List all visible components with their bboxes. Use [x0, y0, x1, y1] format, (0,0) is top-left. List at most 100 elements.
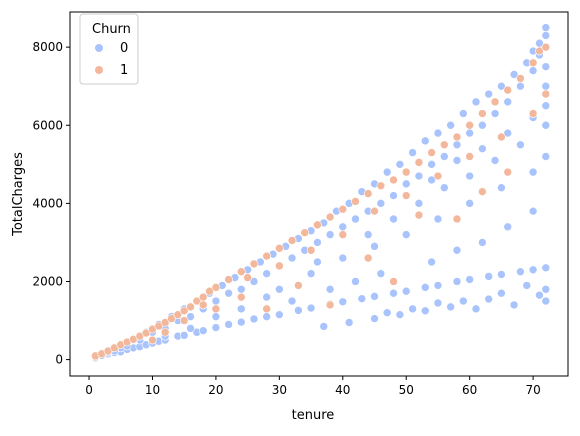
data-point-churn-1 [160, 327, 170, 337]
data-point-churn-0 [541, 81, 551, 91]
data-point-churn-1 [275, 261, 284, 271]
y-tick-label: 8000 [32, 40, 63, 54]
legend-label-1: 1 [120, 63, 128, 78]
data-point-churn-1 [287, 236, 297, 245]
data-point-churn-0 [439, 183, 449, 193]
data-point-churn-1 [338, 204, 348, 214]
plot-frame [69, 11, 569, 377]
x-tick-label: 20 [208, 383, 223, 397]
data-point-churn-0 [224, 320, 233, 329]
data-point-churn-0 [427, 257, 436, 267]
data-point-churn-0 [382, 308, 392, 318]
data-point-churn-1 [370, 206, 379, 216]
data-point-churn-0 [503, 97, 513, 107]
data-point-churn-0 [541, 284, 551, 294]
data-point-churn-0 [535, 290, 544, 300]
data-point-churn-0 [427, 175, 436, 185]
data-point-churn-1 [427, 148, 436, 157]
data-point-churn-0 [363, 230, 373, 239]
data-point-churn-1 [192, 296, 202, 306]
points-layer [91, 23, 551, 363]
data-point-churn-1 [465, 120, 474, 130]
data-point-churn-0 [414, 171, 424, 181]
data-point-churn-0 [503, 222, 513, 232]
x-axis-label: tenure [292, 408, 335, 423]
data-point-churn-1 [262, 251, 271, 261]
data-point-churn-0 [490, 156, 500, 165]
data-point-churn-1 [363, 253, 373, 263]
data-point-churn-1 [338, 230, 348, 239]
data-point-churn-0 [389, 214, 398, 224]
data-point-churn-1 [243, 273, 252, 282]
data-point-churn-1 [452, 132, 462, 142]
data-point-churn-0 [478, 144, 487, 153]
y-tick-label: 4000 [32, 196, 63, 210]
data-point-churn-1 [211, 304, 221, 314]
data-point-churn-0 [459, 109, 468, 118]
data-point-churn-0 [338, 222, 348, 232]
data-point-churn-0 [395, 160, 405, 169]
data-point-churn-1 [497, 132, 506, 142]
data-point-churn-0 [478, 238, 487, 247]
data-point-churn-0 [420, 283, 430, 292]
data-point-churn-1 [389, 175, 398, 185]
data-point-churn-0 [541, 23, 551, 32]
data-point-churn-0 [211, 296, 221, 306]
data-point-churn-0 [294, 306, 303, 315]
data-point-churn-0 [509, 70, 519, 79]
data-point-churn-0 [275, 310, 284, 319]
data-point-churn-0 [465, 275, 474, 284]
data-point-churn-0 [490, 109, 500, 118]
x-tick-label: 60 [462, 383, 477, 397]
data-point-churn-0 [389, 191, 398, 200]
data-point-churn-0 [484, 89, 494, 99]
data-point-churn-0 [446, 120, 455, 130]
data-point-churn-1 [294, 281, 303, 290]
data-point-churn-0 [186, 312, 195, 321]
data-point-churn-1 [236, 267, 246, 277]
data-point-churn-0 [452, 245, 462, 255]
data-point-churn-0 [484, 272, 494, 281]
data-point-churn-0 [186, 324, 195, 333]
data-point-churn-0 [497, 81, 506, 91]
data-point-churn-0 [465, 171, 474, 181]
data-point-churn-0 [198, 326, 208, 335]
data-point-churn-0 [351, 214, 360, 224]
data-point-churn-1 [306, 245, 316, 255]
y-tick-label: 2000 [32, 274, 63, 288]
data-point-churn-0 [249, 277, 259, 286]
data-point-churn-0 [325, 284, 335, 294]
data-point-churn-0 [503, 128, 513, 138]
data-point-churn-0 [433, 298, 443, 308]
data-point-churn-0 [275, 284, 284, 294]
data-point-churn-1 [173, 310, 183, 319]
data-point-churn-0 [306, 303, 316, 313]
legend-marker-0 [95, 44, 103, 52]
data-point-churn-1 [160, 318, 170, 327]
data-point-churn-0 [338, 297, 348, 307]
data-point-churn-1 [363, 189, 373, 198]
data-point-churn-1 [236, 292, 246, 302]
data-point-churn-0 [541, 31, 551, 40]
data-point-churn-0 [427, 160, 436, 169]
data-point-churn-0 [420, 136, 430, 146]
x-tick-label: 0 [85, 383, 93, 397]
data-point-churn-1 [376, 181, 386, 191]
data-point-churn-0 [408, 304, 417, 314]
data-point-churn-0 [338, 253, 348, 263]
data-point-churn-0 [452, 156, 462, 165]
data-point-churn-0 [236, 304, 246, 314]
y-axis-label: TotalCharges [11, 152, 26, 237]
data-point-churn-0 [541, 120, 551, 130]
legend-label-0: 0 [120, 41, 128, 56]
data-point-churn-0 [370, 314, 379, 323]
data-point-churn-0 [313, 257, 322, 267]
data-point-churn-1 [275, 243, 284, 253]
data-point-churn-0 [433, 128, 443, 138]
data-point-churn-0 [401, 286, 411, 296]
data-point-churn-0 [452, 140, 462, 150]
data-point-churn-0 [541, 152, 551, 161]
data-point-churn-1 [313, 220, 322, 230]
data-point-churn-0 [541, 62, 551, 71]
